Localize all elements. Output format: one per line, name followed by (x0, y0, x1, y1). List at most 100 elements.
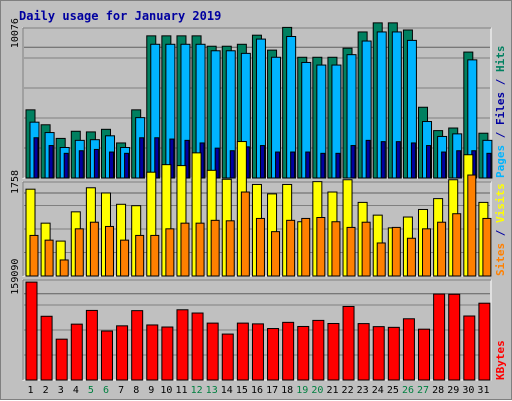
y-tick-label: 1758 (10, 170, 21, 194)
x-tick-label-day-4: 4 (73, 385, 79, 396)
x-tick-label-day-12: 12 (191, 385, 203, 396)
bar-files-day-25 (395, 141, 401, 179)
bar-files-day-17 (275, 151, 281, 179)
bar-sites-day-24 (376, 242, 386, 277)
bar-sites-day-12 (195, 222, 205, 277)
x-tick-label-day-5: 5 (88, 385, 94, 396)
bar-sites-day-17 (271, 231, 281, 277)
bar-kbytes-day-30 (463, 315, 476, 381)
bar-kbytes-day-28 (433, 293, 446, 381)
bar-kbytes-day-31 (478, 302, 491, 381)
legend-entry: Pages (494, 145, 507, 178)
bar-sites-day-1 (29, 234, 39, 277)
bar-sites-day-19 (301, 217, 311, 277)
bar-files-day-18 (290, 151, 296, 179)
x-tick-label-day-21: 21 (326, 385, 338, 396)
legend-entry: Visits (494, 183, 507, 223)
bar-files-day-3 (63, 152, 69, 179)
x-tick-label-day-22: 22 (342, 385, 354, 396)
bar-files-day-26 (410, 142, 416, 179)
bar-sites-day-28 (437, 221, 447, 277)
x-tick-label-day-8: 8 (133, 385, 139, 396)
chart-title: Daily usage for January 2019 (19, 9, 221, 23)
legend-hits-files-pages: Pages / Files / Hits (494, 46, 507, 179)
bar-files-day-10 (169, 138, 175, 179)
bar-kbytes-day-10 (161, 326, 174, 381)
bar-kbytes-day-16 (251, 323, 264, 381)
bar-sites-day-22 (346, 226, 356, 277)
x-tick-label-day-18: 18 (281, 385, 293, 396)
bar-sites-day-9 (150, 234, 160, 277)
bar-kbytes-day-17 (267, 328, 280, 381)
x-tick-label-day-17: 17 (266, 385, 278, 396)
x-tick-label-day-31: 31 (477, 385, 489, 396)
x-tick-label-day-13: 13 (206, 385, 218, 396)
legend-visits-sites: Sites / Visits (494, 183, 507, 276)
y-tick-label: 159090 (10, 259, 21, 295)
bar-files-day-1 (33, 137, 39, 179)
bar-sites-day-14 (225, 220, 235, 277)
bar-kbytes-day-15 (236, 322, 249, 381)
bar-sites-day-8 (135, 234, 145, 277)
bar-sites-day-13 (210, 219, 220, 277)
bar-kbytes-day-21 (327, 322, 340, 381)
bar-files-day-16 (259, 145, 265, 179)
legend-kbytes: KBytes (494, 340, 507, 380)
bar-files-day-27 (426, 145, 432, 179)
bar-files-day-9 (154, 137, 160, 179)
bar-files-day-22 (350, 145, 356, 179)
legend-entry: Sites (494, 243, 507, 276)
bar-kbytes-day-25 (387, 326, 400, 381)
legend-entry: / (494, 72, 507, 92)
x-tick-label-day-14: 14 (221, 385, 233, 396)
bar-kbytes-day-2 (40, 315, 53, 381)
bar-sites-day-7 (120, 239, 130, 277)
bar-sites-day-16 (255, 217, 265, 277)
bar-sites-day-4 (74, 228, 84, 277)
bar-sites-day-25 (391, 226, 401, 277)
bar-files-day-4 (78, 150, 84, 179)
bar-sites-day-11 (180, 222, 190, 277)
bar-sites-day-26 (406, 237, 416, 277)
bar-sites-day-10 (165, 228, 175, 277)
bar-kbytes-day-3 (55, 338, 68, 381)
legend-entry: Hits (494, 46, 507, 73)
x-tick-label-day-19: 19 (296, 385, 308, 396)
bar-kbytes-day-5 (85, 309, 98, 381)
x-tick-label-day-10: 10 (160, 385, 172, 396)
x-tick-label-day-2: 2 (43, 385, 49, 396)
bar-sites-day-3 (59, 259, 69, 277)
bar-kbytes-day-26 (402, 318, 415, 381)
bar-kbytes-day-22 (342, 305, 355, 381)
bar-kbytes-day-4 (70, 323, 83, 381)
bar-sites-day-29 (452, 213, 462, 277)
bar-files-day-5 (93, 148, 99, 179)
bar-sites-day-23 (361, 221, 371, 277)
x-tick-label-day-24: 24 (372, 385, 384, 396)
bar-sites-day-21 (331, 221, 341, 277)
bar-files-day-24 (380, 141, 386, 179)
bar-kbytes-day-14 (221, 333, 234, 381)
x-tick-label-day-9: 9 (148, 385, 154, 396)
bar-sites-day-31 (482, 217, 492, 277)
x-tick-label-day-3: 3 (58, 385, 64, 396)
bar-sites-day-2 (44, 239, 54, 277)
bar-kbytes-day-11 (176, 309, 189, 381)
bar-kbytes-day-18 (282, 321, 295, 381)
x-tick-label-day-6: 6 (103, 385, 109, 396)
x-tick-label-day-26: 26 (402, 385, 414, 396)
x-tick-label-day-28: 28 (432, 385, 444, 396)
bar-files-day-23 (365, 139, 371, 179)
bar-kbytes-day-12 (191, 312, 204, 381)
bar-files-day-21 (335, 152, 341, 179)
bar-sites-day-27 (422, 228, 432, 277)
x-tick-label-day-30: 30 (462, 385, 474, 396)
panel-visits-sites: 1758 Sites / Visits (10, 141, 507, 277)
x-tick-label-day-11: 11 (175, 385, 187, 396)
bar-sites-day-30 (467, 174, 477, 277)
bar-sites-day-15 (240, 191, 250, 277)
bar-files-day-19 (305, 151, 311, 179)
bar-files-day-8 (139, 137, 145, 179)
